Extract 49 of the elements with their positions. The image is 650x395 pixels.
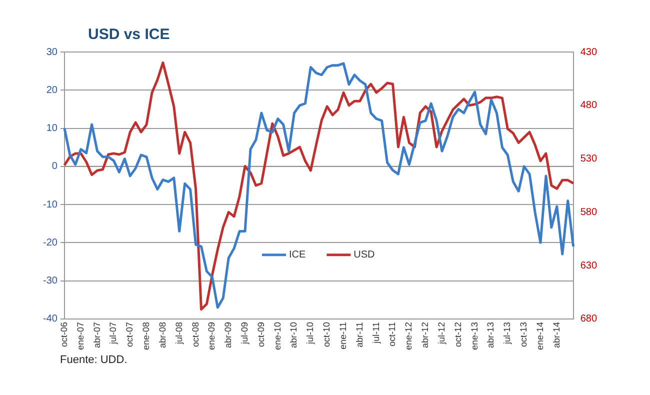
x-tick-label: ene-08 xyxy=(141,322,152,350)
x-tick-label: ene-14 xyxy=(534,322,545,350)
y-tick-label: -10 xyxy=(43,199,58,210)
x-tick-label: jul-08 xyxy=(174,322,184,345)
y-tick-label: -40 xyxy=(43,314,58,325)
y2-tick-label: 430 xyxy=(580,46,598,58)
x-tick-label: jul-10 xyxy=(305,322,316,345)
x-tick-label: jul-13 xyxy=(502,322,512,345)
x-tick-label: ene-10 xyxy=(272,322,282,350)
x-tick-label: jul-11 xyxy=(370,322,381,344)
x-tick-label: oct-11 xyxy=(387,322,398,346)
y2-tick-label: 630 xyxy=(580,260,598,272)
x-tick-label: jul-09 xyxy=(240,322,250,345)
y-tick-label: 10 xyxy=(46,123,58,134)
source-note: Fuente: UDD. xyxy=(60,354,128,366)
x-tick-label: ene-11 xyxy=(338,322,348,350)
y2-tick-label: 680 xyxy=(580,314,598,325)
x-tick-label: jul-07 xyxy=(108,322,118,345)
x-tick-label: oct-12 xyxy=(452,322,463,347)
x-tick-label: ene-07 xyxy=(75,322,86,350)
legend-label: USD xyxy=(354,250,375,261)
x-tick-label: abr-11 xyxy=(354,322,364,348)
x-tick-label: oct-07 xyxy=(124,322,135,347)
y-tick-label: -20 xyxy=(43,237,58,248)
x-tick-label: ene-13 xyxy=(469,322,480,350)
y-tick-label: 0 xyxy=(52,161,58,172)
legend-label: ICE xyxy=(288,250,306,261)
x-tick-label: oct-13 xyxy=(518,322,529,347)
x-tick-label: abr-07 xyxy=(92,322,102,348)
x-tick-label: oct-06 xyxy=(58,322,69,347)
x-tick-label: abr-12 xyxy=(420,322,430,348)
x-tick-label: ene-09 xyxy=(206,322,217,350)
y2-tick-label: 480 xyxy=(580,100,598,112)
chart-title: USD vs ICE xyxy=(88,26,170,43)
x-tick-label: ene-12 xyxy=(404,322,414,350)
x-tick-label: jul-12 xyxy=(436,322,446,345)
x-tick-label: oct-10 xyxy=(322,322,332,347)
x-tick-label: abr-13 xyxy=(486,322,496,348)
x-tick-label: abr-10 xyxy=(288,322,299,348)
x-tick-label: abr-08 xyxy=(157,322,168,348)
x-tick-label: abr-14 xyxy=(551,322,562,348)
x-tick-label: oct-08 xyxy=(190,322,200,347)
y-tick-label: -30 xyxy=(43,276,58,287)
y-tick-label: 20 xyxy=(46,84,58,96)
x-tick-label: abr-09 xyxy=(223,322,234,348)
y2-tick-label: 580 xyxy=(580,206,598,218)
x-tick-label: oct-09 xyxy=(256,322,266,347)
y2-tick-label: 530 xyxy=(580,154,598,165)
y-tick-label: 30 xyxy=(46,46,58,58)
